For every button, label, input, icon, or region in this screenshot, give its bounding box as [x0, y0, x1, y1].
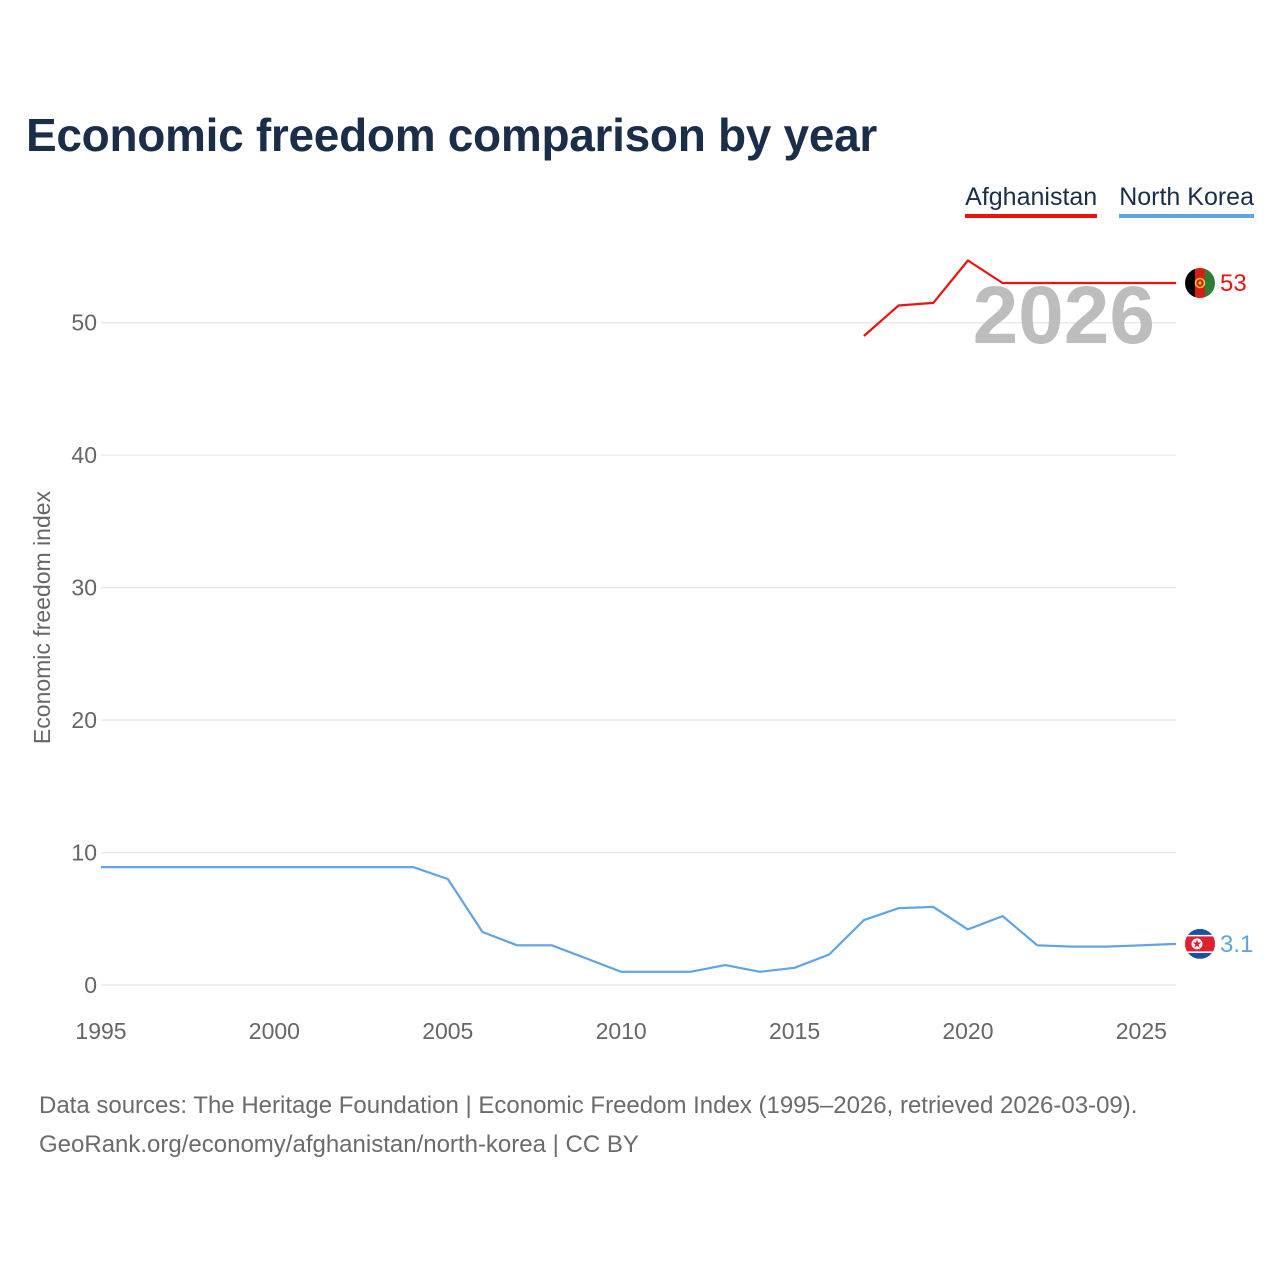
data-point-north-korea[interactable]: [653, 969, 659, 975]
data-point-north-korea[interactable]: [757, 969, 763, 975]
y-tick-label: 0: [84, 972, 97, 998]
y-tick-label: 10: [71, 840, 97, 866]
end-value-label-north-korea: 3.1: [1220, 931, 1253, 958]
x-tick-label: 2000: [249, 1018, 300, 1044]
data-point-north-korea[interactable]: [237, 864, 243, 870]
data-point-afghanistan[interactable]: [861, 333, 867, 339]
x-tick-label: 2020: [942, 1018, 993, 1044]
data-point-afghanistan[interactable]: [1069, 280, 1075, 286]
data-point-north-korea[interactable]: [965, 926, 971, 932]
data-point-north-korea[interactable]: [1000, 913, 1006, 919]
y-tick-label: 30: [71, 575, 97, 601]
data-point-north-korea[interactable]: [167, 864, 173, 870]
y-tick-label: 50: [71, 310, 97, 336]
data-point-north-korea[interactable]: [375, 864, 381, 870]
data-point-afghanistan[interactable]: [1034, 280, 1040, 286]
data-point-north-korea[interactable]: [341, 864, 347, 870]
x-tick-label: 2025: [1116, 1018, 1167, 1044]
data-point-afghanistan[interactable]: [1000, 280, 1006, 286]
current-year-watermark: 2026: [973, 270, 1155, 361]
y-tick-label: 20: [71, 707, 97, 733]
data-point-north-korea[interactable]: [930, 904, 936, 910]
data-point-north-korea[interactable]: [1173, 941, 1179, 947]
data-point-afghanistan[interactable]: [1173, 280, 1179, 286]
data-point-north-korea[interactable]: [549, 942, 555, 948]
legend-item-north-korea[interactable]: North Korea: [1119, 183, 1254, 218]
y-axis-title: Economic freedom index: [29, 490, 55, 744]
data-point-north-korea[interactable]: [896, 905, 902, 911]
x-tick-label: 2005: [422, 1018, 473, 1044]
data-point-north-korea[interactable]: [861, 917, 867, 923]
series-line-north-korea[interactable]: [101, 865, 1177, 973]
x-tick-label: 2015: [769, 1018, 820, 1044]
end-value-label-afghanistan: 53: [1220, 270, 1247, 297]
data-point-north-korea[interactable]: [479, 929, 485, 935]
data-point-north-korea[interactable]: [792, 965, 798, 971]
data-point-north-korea[interactable]: [445, 876, 451, 882]
sources-line-2: GeoRank.org/economy/afghanistan/north-ko…: [39, 1131, 639, 1158]
data-point-north-korea[interactable]: [1104, 944, 1110, 950]
series-line-afghanistan[interactable]: [863, 259, 1176, 337]
data-point-afghanistan[interactable]: [965, 257, 971, 263]
legend-item-afghanistan[interactable]: Afghanistan: [965, 183, 1098, 218]
x-tick-label: 1995: [75, 1018, 126, 1044]
data-point-north-korea[interactable]: [722, 962, 728, 968]
data-point-north-korea[interactable]: [133, 864, 139, 870]
legend: Afghanistan North Korea: [965, 183, 1254, 218]
chart-title: Economic freedom comparison by year: [26, 109, 877, 161]
data-point-north-korea[interactable]: [1034, 942, 1040, 948]
data-point-afghanistan[interactable]: [896, 303, 902, 309]
data-point-north-korea[interactable]: [826, 952, 832, 958]
y-tick-label: 40: [71, 442, 97, 468]
x-tick-label: 2010: [596, 1018, 647, 1044]
north-korea-flag-icon: [1185, 928, 1215, 959]
data-point-afghanistan[interactable]: [1104, 280, 1110, 286]
data-point-north-korea[interactable]: [1138, 942, 1144, 948]
data-point-north-korea[interactable]: [514, 942, 520, 948]
data-point-north-korea[interactable]: [410, 864, 416, 870]
data-point-north-korea[interactable]: [202, 864, 208, 870]
data-point-north-korea[interactable]: [618, 969, 624, 975]
data-point-north-korea[interactable]: [583, 956, 589, 962]
line-chart: 0 10 20 30 40 50 1995 2000 2005 2010 2015 2020 2025 E…: [29, 257, 1253, 1044]
data-sources: Data sources: The Heritage Foundation | …: [39, 1086, 1137, 1164]
data-point-afghanistan[interactable]: [1138, 280, 1144, 286]
sources-line-1: Data sources: The Heritage Foundation | …: [39, 1092, 1138, 1119]
afghanistan-flag-icon: [1185, 268, 1215, 298]
data-point-north-korea[interactable]: [306, 864, 312, 870]
data-point-north-korea[interactable]: [271, 864, 277, 870]
data-point-north-korea[interactable]: [98, 864, 104, 870]
data-point-north-korea[interactable]: [1069, 944, 1075, 950]
data-point-north-korea[interactable]: [688, 969, 694, 975]
data-point-afghanistan[interactable]: [930, 300, 936, 306]
